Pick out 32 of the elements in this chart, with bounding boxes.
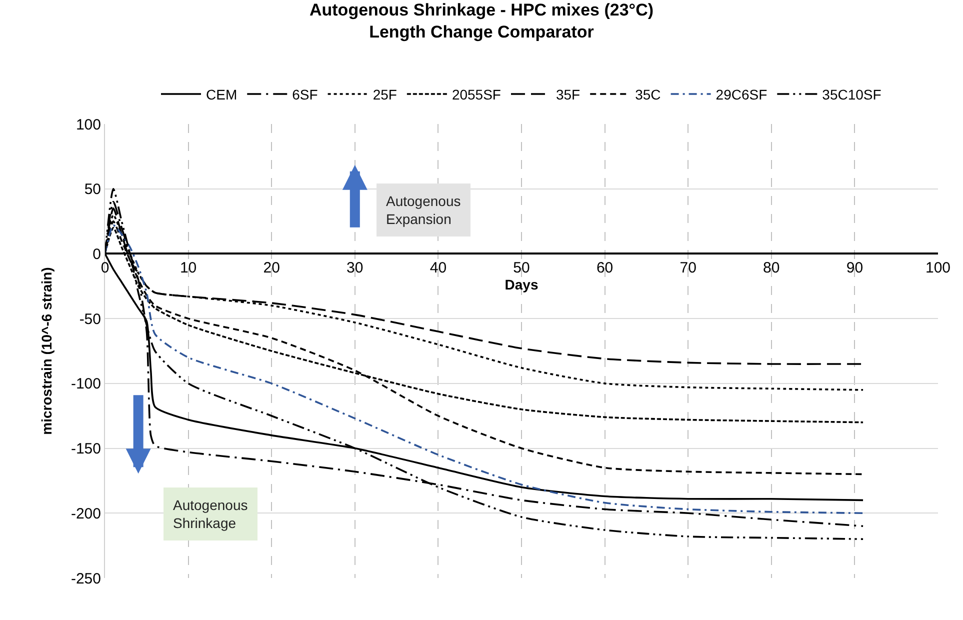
y-tick-label: -50 <box>79 310 101 328</box>
y-axis-title: microstrain (10^-6 strain) <box>38 267 55 435</box>
y-tick-label: -200 <box>70 505 101 522</box>
legend-label: 6SF <box>292 86 318 102</box>
legend-label: CEM <box>206 86 238 102</box>
x-tick-label: 60 <box>596 259 614 276</box>
x-tick-label: 30 <box>346 259 364 276</box>
x-tick-label: 100 <box>925 259 951 276</box>
chart-subtitle: Length Change Comparator <box>369 22 594 42</box>
x-tick-label: 80 <box>763 259 780 276</box>
legend-label: 29C6SF <box>716 86 768 102</box>
x-tick-label: 90 <box>846 259 864 276</box>
y-tick-label: 100 <box>76 116 101 134</box>
x-tick-label: 40 <box>430 259 447 276</box>
y-tick-label: -250 <box>70 570 101 588</box>
annotation: Autogenous Expansion <box>386 193 461 228</box>
x-tick-label: 70 <box>680 259 696 276</box>
annotation: Autogenous Shrinkage <box>173 497 248 532</box>
y-tick-label: 50 <box>84 181 101 198</box>
legend-label: 2055SF <box>452 86 501 102</box>
chart-title: Autogenous Shrinkage - HPC mixes (23°C) <box>309 0 654 20</box>
legend-label: 35C10SF <box>822 86 882 102</box>
y-tick-label: -100 <box>70 376 101 393</box>
x-tick-label: 10 <box>180 259 197 276</box>
legend-label: 35F <box>556 86 580 102</box>
x-axis-title: Days <box>504 276 538 292</box>
legend-label: 35C <box>635 86 661 102</box>
y-tick-label: -150 <box>70 440 101 458</box>
x-tick-label: 20 <box>263 259 280 276</box>
y-tick-label: 0 <box>92 246 101 263</box>
x-tick-label: 50 <box>513 259 530 276</box>
legend-label: 25F <box>372 86 397 102</box>
